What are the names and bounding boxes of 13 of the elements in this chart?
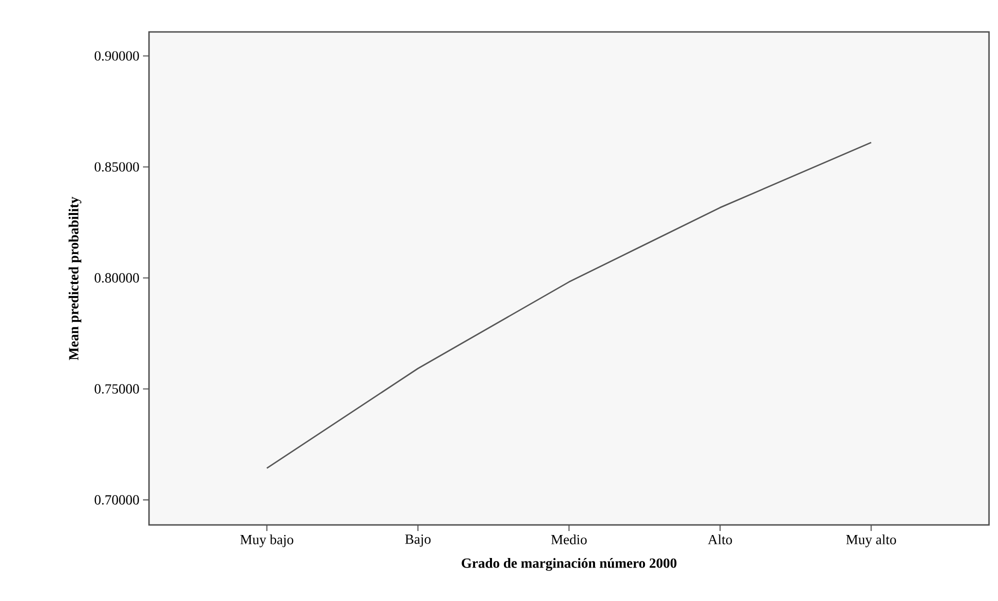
- y-tick-label: 0.70000: [94, 495, 139, 505]
- y-axis-title: Mean predicted probability: [68, 196, 82, 360]
- y-tick-label: 0.80000: [94, 273, 139, 283]
- line-series: [266, 142, 872, 469]
- x-tick-label: Alto: [708, 534, 732, 544]
- x-tick-label: Muy bajo: [240, 534, 294, 548]
- x-tick-label: Bajo: [405, 534, 431, 547]
- x-axis-title: Grado de marginación número 2000: [462, 558, 676, 571]
- y-tick-label: 0.90000: [94, 51, 139, 61]
- x-tick-label: Medio: [551, 534, 587, 544]
- y-tick-label: 0.75000: [94, 384, 139, 394]
- x-tick-label: Muy alto: [846, 534, 896, 548]
- y-tick-label: 0.85000: [94, 162, 139, 172]
